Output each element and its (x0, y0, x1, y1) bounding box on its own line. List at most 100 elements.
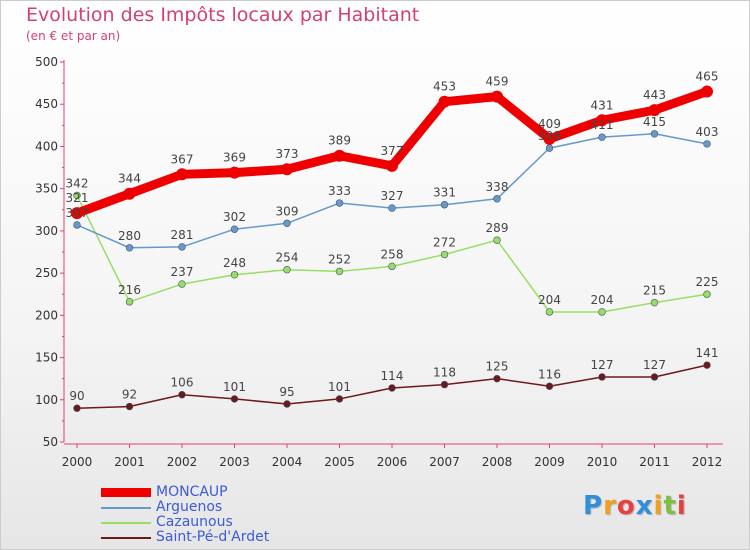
data-label-saint-p-d-ardet: 92 (122, 388, 137, 402)
legend-swatch (101, 537, 151, 539)
data-point-arguenos (283, 219, 291, 227)
y-tick-label: 200 (35, 308, 58, 322)
data-label-moncaup: 453 (433, 80, 456, 94)
data-label-cazaunous: 254 (276, 251, 299, 265)
axes: 50 100 150 200 250 300 350 400 450 500 2000 2001 200… (35, 55, 723, 469)
data-point-moncaup (228, 166, 241, 179)
data-point-arguenos (125, 244, 134, 252)
data-point-arguenos (230, 225, 239, 233)
x-tick-label: 2004 (272, 455, 303, 469)
data-label-arguenos: 398 (538, 129, 561, 143)
data-point-cazaunous (440, 250, 449, 259)
x-tick-label: 2001 (114, 455, 145, 469)
data-label-saint-p-d-ardet: 116 (538, 367, 561, 381)
x-tick-label: 2003 (219, 455, 250, 469)
x-tick-label: 2010 (587, 455, 618, 469)
data-label-saint-p-d-ardet: 141 (696, 346, 719, 360)
y-tick-label: 450 (35, 97, 58, 111)
data-label-moncaup: 367 (171, 152, 194, 166)
data-label-saint-p-d-ardet: 125 (486, 360, 509, 374)
data-point-saint-p-d-ardet (178, 391, 186, 399)
data-label-cazaunous: 248 (223, 256, 246, 270)
data-label-cazaunous: 225 (696, 275, 719, 289)
x-tick-label: 2008 (482, 455, 513, 469)
data-point-moncaup (438, 95, 451, 108)
legend-item-saint-p-d-ardet: Saint-Pé-d'Ardet (101, 529, 361, 545)
legend-label: MONCAUP (156, 484, 228, 500)
proxiti-logo: Proxiti (583, 491, 687, 521)
data-label-cazaunous: 289 (486, 221, 509, 235)
data-label-arguenos: 281 (171, 228, 194, 242)
data-label-cazaunous: 252 (328, 252, 351, 266)
data-label-cazaunous: 204 (538, 293, 561, 307)
data-point-moncaup (123, 187, 136, 200)
data-point-moncaup (596, 114, 608, 127)
data-point-cazaunous (178, 280, 186, 288)
data-point-arguenos (388, 204, 396, 212)
data-label-arguenos: 280 (118, 229, 141, 243)
data-point-moncaup (281, 163, 293, 176)
data-label-cazaunous: 204 (591, 293, 614, 307)
data-label-moncaup: 465 (696, 70, 719, 84)
data-label-arguenos: 411 (591, 118, 614, 132)
data-label-arguenos: 415 (643, 115, 666, 129)
data-labels: 90 92 106 101 95 101 114 118 125 116 127 127 141 342 2… (66, 70, 719, 404)
y-tick-label: 300 (35, 224, 58, 238)
legend: MONCAUP Arguenos Cazaunous Saint-Pé-d'Ardet (101, 484, 361, 545)
data-point-moncaup (176, 168, 188, 181)
y-tick-label: 100 (35, 393, 58, 407)
data-point-saint-p-d-ardet (703, 361, 711, 369)
chart-title: Evolution des Impôts locaux par Habitant (26, 4, 420, 26)
data-point-cazaunous (388, 262, 396, 271)
x-tick-label: 2002 (167, 455, 198, 469)
y-tick-label: 50 (43, 435, 58, 449)
legend-swatch (101, 522, 151, 524)
logo-letter: i (653, 491, 664, 521)
y-tick-label: 400 (35, 139, 58, 153)
data-label-arguenos: 331 (433, 186, 456, 200)
y-tick-label: 150 (35, 351, 58, 365)
legend-swatch (101, 507, 151, 509)
data-label-saint-p-d-ardet: 95 (279, 385, 294, 399)
data-point-arguenos (650, 130, 659, 138)
data-label-moncaup: 431 (591, 98, 614, 112)
data-label-moncaup: 344 (118, 172, 141, 186)
legend-swatch (101, 488, 151, 497)
legend-label: Saint-Pé-d'Ardet (156, 529, 270, 545)
data-label-moncaup: 409 (538, 117, 561, 131)
data-point-arguenos (178, 243, 186, 251)
data-label-saint-p-d-ardet: 127 (643, 358, 666, 372)
data-point-saint-p-d-ardet (650, 373, 659, 381)
data-point-moncaup (701, 85, 713, 98)
data-label-arguenos: 403 (696, 125, 719, 139)
y-tick-label: 250 (35, 266, 58, 280)
data-point-moncaup (491, 90, 503, 103)
data-label-moncaup: 369 (223, 151, 246, 165)
data-point-arguenos (598, 133, 606, 141)
data-point-cazaunous (73, 191, 81, 200)
data-point-cazaunous (335, 267, 344, 276)
data-label-cazaunous: 272 (433, 236, 456, 250)
logo-letter: x (635, 491, 654, 521)
x-tick-label: 2007 (429, 455, 460, 469)
data-point-moncaup (333, 149, 346, 162)
data-label-cazaunous: 258 (381, 247, 404, 261)
data-label-saint-p-d-ardet: 127 (591, 358, 614, 372)
data-point-cazaunous (545, 308, 554, 316)
x-tick-label: 2005 (324, 455, 355, 469)
y-tick-label: 350 (35, 182, 58, 196)
data-label-saint-p-d-ardet: 101 (223, 380, 246, 394)
data-point-saint-p-d-ardet (230, 395, 239, 403)
logo-letter: t (663, 491, 677, 521)
data-label-arguenos: 327 (381, 189, 404, 203)
legend-item-cazaunous: Cazaunous (101, 514, 361, 530)
data-label-saint-p-d-ardet: 118 (433, 366, 456, 380)
data-point-cazaunous (283, 266, 291, 274)
data-point-saint-p-d-ardet (283, 400, 291, 408)
legend-item-arguenos: Arguenos (101, 499, 361, 515)
data-label-cazaunous: 216 (118, 283, 141, 297)
data-label-arguenos: 333 (328, 184, 351, 198)
data-label-arguenos: 338 (486, 180, 509, 194)
